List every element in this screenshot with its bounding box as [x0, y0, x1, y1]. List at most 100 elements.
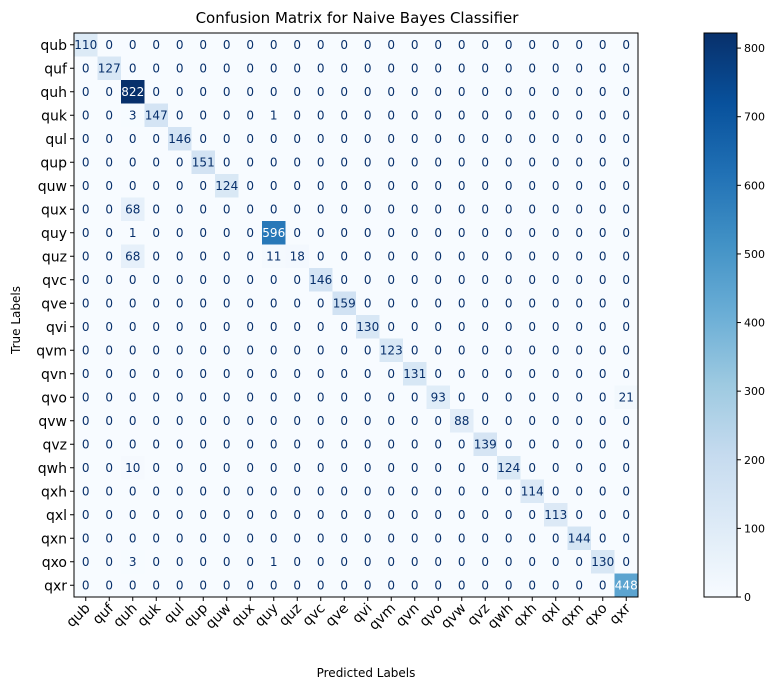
cell-value-label: 0 — [575, 414, 583, 428]
cell-value-label: 0 — [293, 296, 301, 310]
heatmap-cell — [497, 80, 521, 104]
heatmap-cell — [356, 362, 380, 386]
cell-value-label: 0 — [387, 202, 395, 216]
cell-value-label: 0 — [622, 61, 630, 75]
heatmap-cell — [285, 127, 310, 151]
heatmap-cell — [332, 432, 357, 457]
cell-value-label: 0 — [82, 249, 90, 263]
heatmap-cell — [614, 409, 639, 433]
cell-value-label: 0 — [340, 461, 348, 475]
cell-value-label: 0 — [387, 61, 395, 75]
cell-value-label: 0 — [575, 132, 583, 146]
cell-value-label: 0 — [505, 484, 513, 498]
cell-value-label: 0 — [105, 320, 113, 334]
heatmap-cell — [544, 409, 568, 433]
heatmap-cell — [567, 315, 592, 339]
cell-value-label: 0 — [552, 343, 560, 357]
cell-value-label: 0 — [575, 179, 583, 193]
cell-value-label: 448 — [615, 578, 638, 592]
heatmap-cell — [473, 479, 498, 504]
heatmap-cell — [520, 432, 545, 457]
cell-value-label: 0 — [364, 155, 372, 169]
cell-value-label: 0 — [599, 437, 607, 451]
heatmap-cell — [262, 315, 286, 339]
heatmap-cell — [168, 268, 192, 292]
heatmap-cell — [97, 56, 122, 81]
cell-value-label: 0 — [293, 226, 301, 240]
cell-value-label: 0 — [599, 367, 607, 381]
cell-value-label: 0 — [505, 226, 513, 240]
cell-value-label: 0 — [152, 38, 160, 52]
heatmap-cell — [520, 221, 545, 245]
cell-value-label: 0 — [82, 202, 90, 216]
heatmap-cell — [262, 385, 286, 410]
cell-value-label: 0 — [82, 85, 90, 99]
heatmap-cell — [332, 362, 357, 386]
heatmap-cell — [238, 56, 263, 81]
heatmap-cell — [191, 244, 216, 269]
heatmap-cell — [262, 221, 286, 245]
heatmap-cell — [144, 385, 169, 410]
heatmap-cell — [567, 409, 592, 433]
cell-value-label: 0 — [105, 155, 113, 169]
heatmap-cell — [168, 221, 192, 245]
cell-value-label: 0 — [340, 484, 348, 498]
heatmap-cell — [238, 103, 263, 128]
heatmap-cell — [403, 291, 427, 316]
heatmap-cell — [356, 103, 380, 128]
heatmap-cell — [97, 526, 122, 551]
heatmap-cell — [450, 385, 474, 410]
y-tick-label: qvo — [41, 390, 67, 406]
cell-value-label: 0 — [364, 61, 372, 75]
heatmap-cell — [520, 338, 545, 363]
cell-value-label: 0 — [411, 202, 419, 216]
cell-value-label: 0 — [152, 531, 160, 545]
heatmap-cell — [614, 174, 639, 198]
cell-value-label: 151 — [192, 155, 215, 169]
cell-value-label: 0 — [481, 296, 489, 310]
heatmap-cell — [426, 33, 451, 57]
heatmap-cell — [591, 315, 615, 339]
cell-value-label: 0 — [152, 132, 160, 146]
cell-value-label: 0 — [270, 320, 278, 334]
cell-value-label: 822 — [121, 85, 144, 99]
cell-value-label: 0 — [575, 273, 583, 287]
heatmap-cell — [450, 503, 474, 527]
cell-value-label: 0 — [458, 132, 466, 146]
x-tick-label: qve — [323, 601, 353, 631]
heatmap-cell — [168, 503, 192, 527]
cell-value-label: 0 — [246, 273, 254, 287]
cell-value-label: 0 — [129, 132, 137, 146]
heatmap-cell — [614, 315, 639, 339]
x-tick-label: quh — [110, 601, 140, 631]
x-tick-label: qxh — [510, 601, 540, 631]
cell-value-label: 0 — [622, 202, 630, 216]
heatmap-cell — [497, 197, 521, 222]
cell-value-label: 0 — [340, 273, 348, 287]
heatmap-cell — [379, 103, 404, 128]
heatmap-cell — [215, 33, 239, 57]
x-tick-label: qux — [228, 601, 258, 631]
heatmap-cell — [497, 56, 521, 81]
cell-value-label: 0 — [293, 555, 301, 569]
cell-value-label: 0 — [528, 273, 536, 287]
cell-value-label: 0 — [387, 296, 395, 310]
matrix-frame — [73, 32, 639, 598]
cell-value-label: 0 — [528, 38, 536, 52]
cell-value-label: 0 — [575, 367, 583, 381]
cell-value-label: 0 — [411, 578, 419, 592]
cell-value-label: 0 — [575, 390, 583, 404]
cell-value-label: 0 — [481, 390, 489, 404]
cell-value-label: 0 — [82, 555, 90, 569]
heatmap-cell — [544, 291, 568, 316]
heatmap-cell — [238, 550, 263, 574]
heatmap-cell — [215, 56, 239, 81]
heatmap-cell — [74, 362, 98, 386]
cell-value-label: 0 — [199, 531, 207, 545]
cell-value-label: 0 — [552, 578, 560, 592]
cell-value-label: 0 — [575, 226, 583, 240]
cell-value-label: 0 — [505, 320, 513, 334]
heatmap-cell — [567, 432, 592, 457]
cell-value-label: 0 — [364, 578, 372, 592]
cell-value-label: 1 — [129, 226, 137, 240]
